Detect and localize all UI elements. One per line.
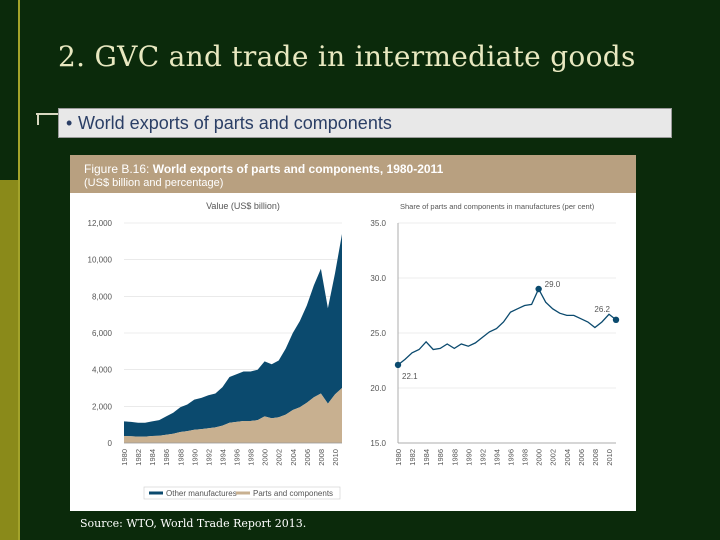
source-note: Source: WTO, World Trade Report 2013. [80, 517, 307, 530]
right-chart-title: Share of parts and components in manufac… [400, 202, 595, 211]
slide-stripe-bottom [0, 180, 18, 540]
share-point-label: 22.1 [402, 372, 418, 381]
left-y-tick-label: 8,000 [92, 292, 113, 301]
left-x-tick-label: 2004 [289, 449, 298, 466]
bullet-box [58, 108, 672, 138]
right-y-tick-label: 25.0 [370, 329, 386, 338]
bullet-dot: • [66, 113, 73, 133]
right-x-tick-label: 1996 [507, 449, 516, 466]
area-other-manufactures [124, 234, 342, 437]
right-y-tick-label: 20.0 [370, 384, 386, 393]
left-x-tick-label: 1992 [204, 449, 213, 466]
right-x-tick-label: 1990 [464, 449, 473, 466]
right-x-tick-label: 1980 [394, 449, 403, 466]
right-x-tick-label: 2004 [563, 449, 572, 466]
figure-title-prefix: Figure B.16: [84, 162, 150, 176]
decor-line [36, 113, 76, 115]
figure: Figure B.16: World exports of parts and … [70, 155, 636, 511]
figure-header [70, 155, 636, 193]
left-x-tick-label: 2010 [331, 449, 340, 466]
right-x-tick-label: 1994 [492, 449, 501, 466]
right-x-tick-label: 1984 [422, 449, 431, 466]
left-x-tick-label: 1986 [162, 449, 171, 466]
right-x-tick-label: 1982 [408, 449, 417, 466]
right-y-tick-label: 30.0 [370, 274, 386, 283]
left-x-tick-label: 2008 [317, 449, 326, 466]
right-x-tick-label: 1986 [436, 449, 445, 466]
left-y-tick-label: 12,000 [88, 219, 113, 228]
left-y-tick-label: 0 [108, 439, 113, 448]
right-x-tick-label: 2010 [605, 449, 614, 466]
left-chart-title: Value (US$ billion) [206, 201, 280, 211]
left-x-tick-label: 1988 [176, 449, 185, 466]
right-x-tick-label: 1998 [521, 449, 530, 466]
left-x-tick-label: 1984 [148, 449, 157, 466]
left-y-tick-label: 10,000 [88, 256, 113, 265]
legend-label-other-manufactures: Other manufactures [166, 489, 237, 498]
right-x-tick-label: 1988 [450, 449, 459, 466]
right-y-tick-label: 35.0 [370, 219, 386, 228]
left-x-tick-label: 1990 [190, 449, 199, 466]
figure-title: Figure B.16: World exports of parts and … [84, 162, 443, 176]
left-x-tick-label: 1980 [120, 449, 129, 466]
right-x-tick-label: 2008 [591, 449, 600, 466]
share-point-marker [612, 316, 620, 323]
bullet-text: World exports of parts and components [78, 113, 392, 133]
slide-title: 2. GVC and trade in intermediate goods [58, 40, 636, 73]
left-y-tick-label: 6,000 [92, 329, 113, 338]
left-x-tick-label: 1982 [134, 449, 143, 466]
left-x-tick-label: 1994 [218, 449, 227, 466]
left-x-tick-label: 1998 [247, 449, 256, 466]
left-x-tick-label: 2000 [261, 449, 270, 466]
right-x-tick-label: 2002 [549, 449, 558, 466]
left-y-tick-label: 2,000 [92, 402, 113, 411]
left-x-tick-label: 2006 [303, 449, 312, 466]
slide-stripe-top [0, 0, 18, 180]
area-parts-and-components [124, 388, 342, 443]
share-point-label: 26.2 [594, 305, 610, 314]
left-x-tick-label: 2002 [275, 449, 284, 466]
share-point-label: 29.0 [545, 280, 561, 289]
right-x-tick-label: 2006 [577, 449, 586, 466]
left-legend-box [143, 486, 341, 500]
decor-stem [37, 113, 39, 125]
figure-title-main: World exports of parts and components, 1… [152, 162, 444, 176]
share-point-marker [394, 361, 402, 369]
chart-area: Value (US$ billion) 0 2,000 4,000 6,000 8,000… [88, 201, 620, 500]
figure-subtitle: (US$ billion and percentage) [84, 177, 224, 189]
legend-label-parts-and-components: Parts and components [253, 489, 333, 498]
right-y-tick-label: 15.0 [370, 439, 386, 448]
left-y-tick-label: 4,000 [92, 366, 113, 375]
right-x-tick-label: 1992 [478, 449, 487, 466]
right-x-tick-label: 2000 [535, 449, 544, 466]
slide-stripe-line [18, 0, 20, 540]
left-x-tick-label: 1996 [233, 449, 242, 466]
share-line [397, 287, 617, 366]
share-point-marker [535, 285, 542, 293]
